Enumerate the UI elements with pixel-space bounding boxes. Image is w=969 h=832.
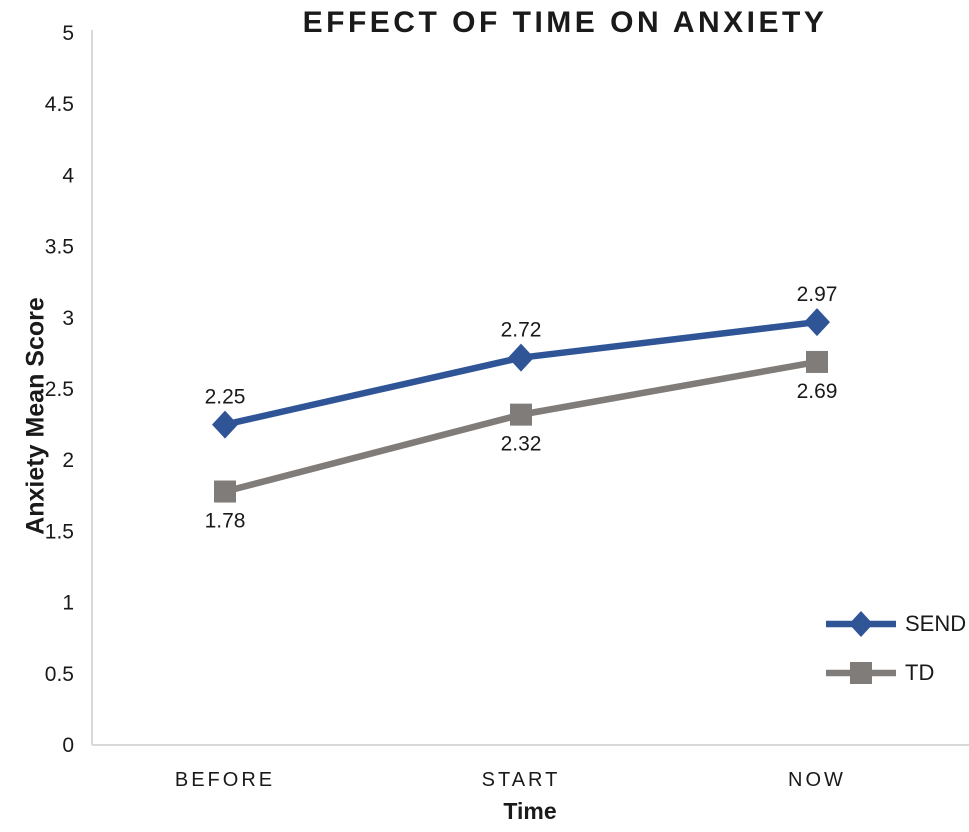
- legend-label-td: TD: [905, 660, 935, 685]
- td-data-label: 1.78: [205, 510, 246, 533]
- y-tick-label: 4: [62, 164, 74, 187]
- y-tick-label: 2: [62, 449, 74, 472]
- send-diamond-marker-icon: [826, 611, 896, 637]
- y-tick-label: 1: [62, 592, 74, 615]
- send-data-point-marker: [508, 343, 534, 372]
- send-data-point-marker: [212, 410, 238, 439]
- y-tick-label: 3.5: [45, 236, 74, 259]
- legend-item-td: TD: [826, 659, 966, 687]
- send-data-label: 2.72: [501, 319, 542, 342]
- send-data-point-marker: [804, 308, 830, 337]
- td-data-label: 2.69: [797, 380, 838, 403]
- legend-item-send: SEND: [826, 610, 966, 638]
- send-data-label: 2.97: [797, 283, 838, 306]
- y-tick-label: 4.5: [45, 93, 74, 116]
- td-data-point-marker: [510, 403, 532, 426]
- y-tick-label: 3: [62, 307, 74, 330]
- x-tick-label: NOW: [788, 769, 846, 791]
- y-tick-label: 0: [62, 734, 74, 757]
- y-tick-label: 1.5: [45, 520, 74, 543]
- td-data-label: 2.32: [501, 433, 542, 456]
- y-tick-label: 2.5: [45, 378, 74, 401]
- x-tick-label: BEFORE: [175, 769, 275, 791]
- td-data-point-marker: [214, 480, 236, 503]
- chart-title: EFFECT OF TIME ON ANXIETY: [302, 6, 828, 39]
- td-series-line: [221, 358, 821, 495]
- legend: SEND TD: [826, 610, 966, 687]
- x-tick-label: START: [482, 769, 561, 791]
- y-tick-label: 0.5: [45, 663, 74, 686]
- send-data-label: 2.25: [205, 386, 246, 409]
- td-data-point-marker: [806, 350, 828, 373]
- x-axis-title: Time: [503, 798, 557, 824]
- legend-label-send: SEND: [905, 611, 967, 636]
- td-square-marker-icon: [826, 662, 896, 684]
- y-tick-label: 5: [62, 22, 74, 45]
